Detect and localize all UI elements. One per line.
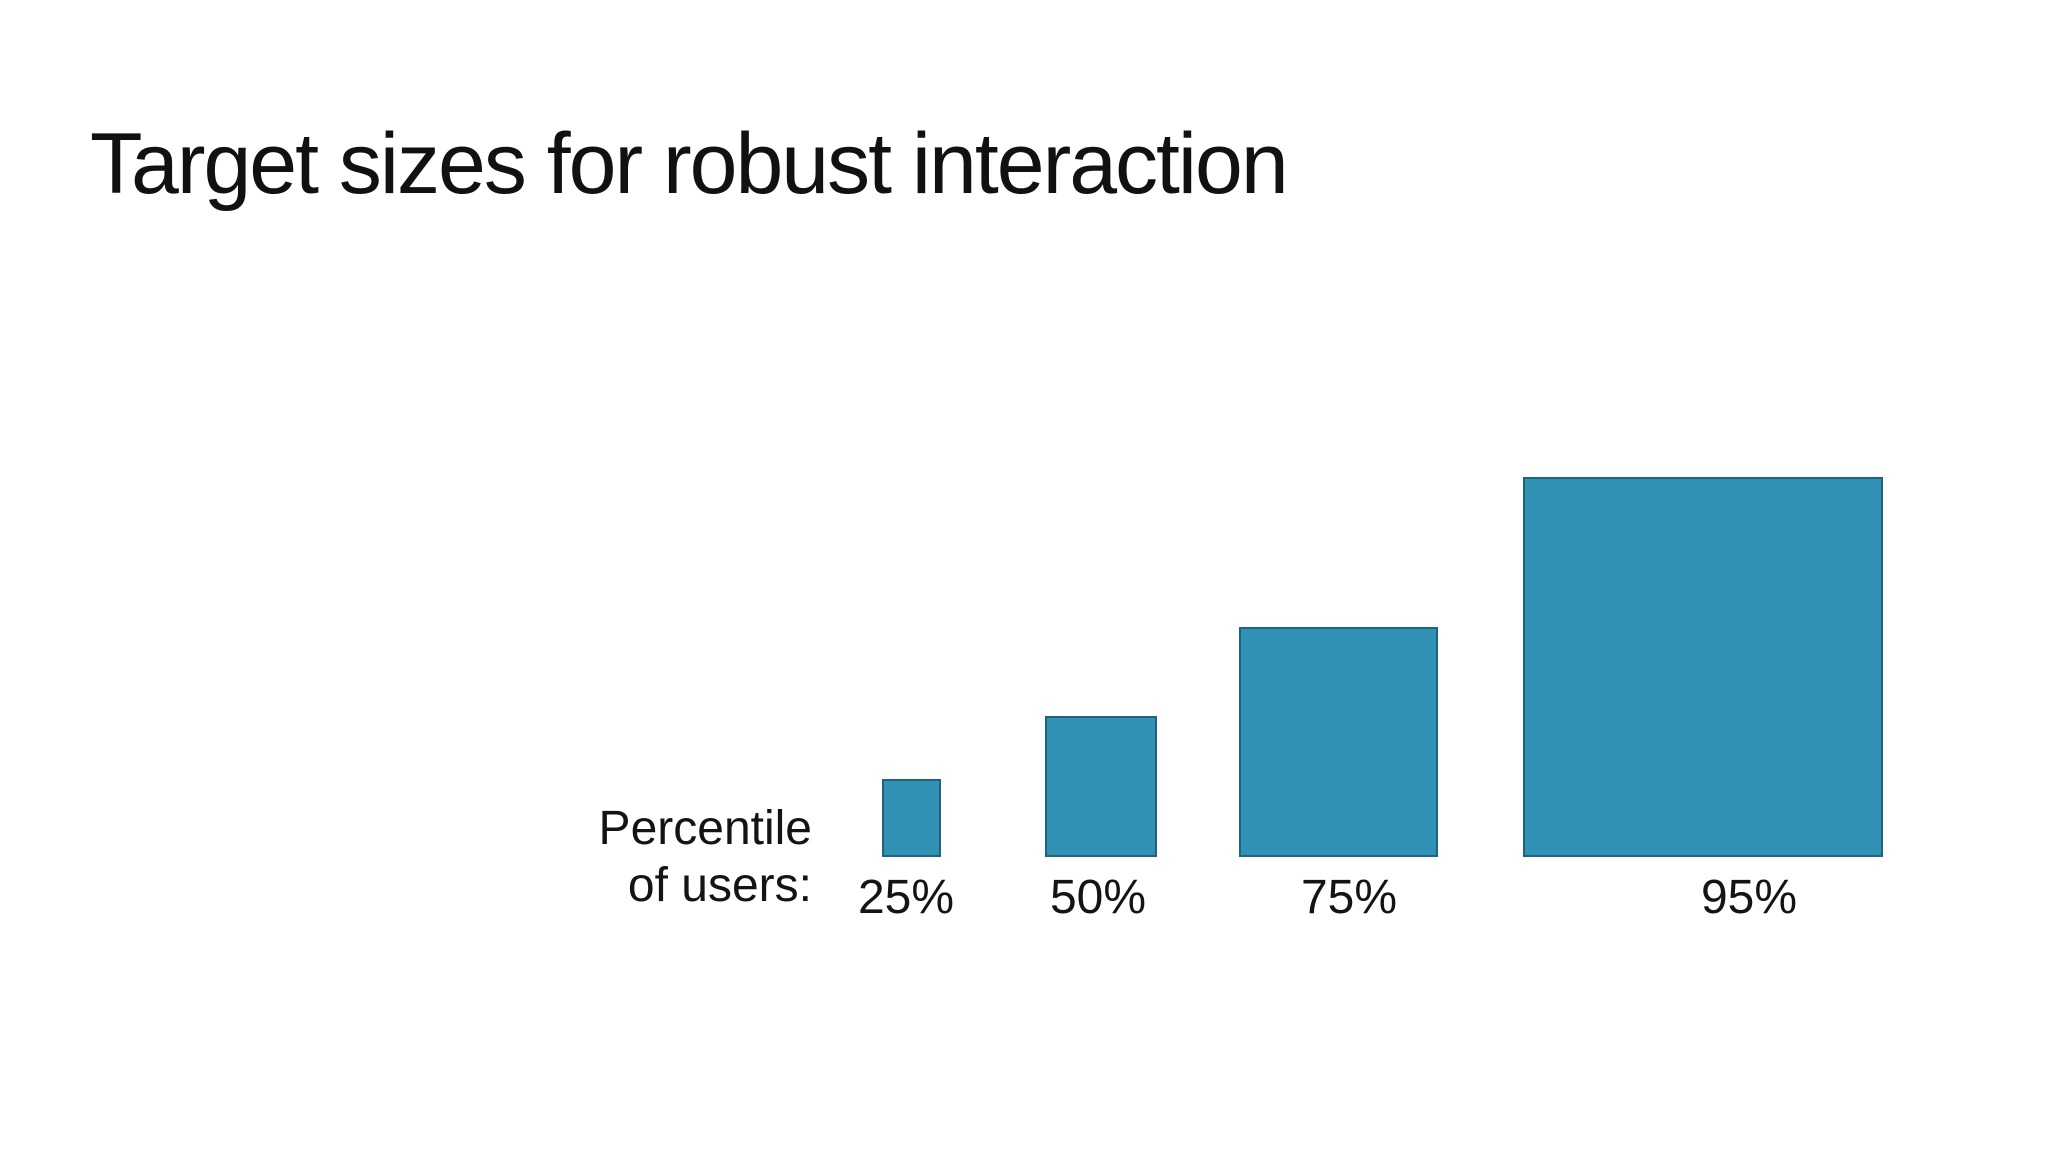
target-square-50th-percentile [1045,716,1157,857]
percentile-of-users-label: Percentile of users: [392,800,812,914]
percentile-tick-label-50: 50% [1049,871,1147,924]
percentile-label-line1: Percentile [598,802,812,855]
percentile-tick-label-75: 75% [1300,871,1398,924]
percentile-tick-label-25: 25% [857,871,955,924]
slide-title: Target sizes for robust interaction [90,116,1289,212]
percentile-tick-label-95: 95% [1700,871,1798,924]
target-square-95th-percentile [1523,477,1883,857]
percentile-label-line2: of users: [627,859,812,912]
target-square-25th-percentile [882,779,941,857]
target-square-75th-percentile [1239,627,1438,857]
